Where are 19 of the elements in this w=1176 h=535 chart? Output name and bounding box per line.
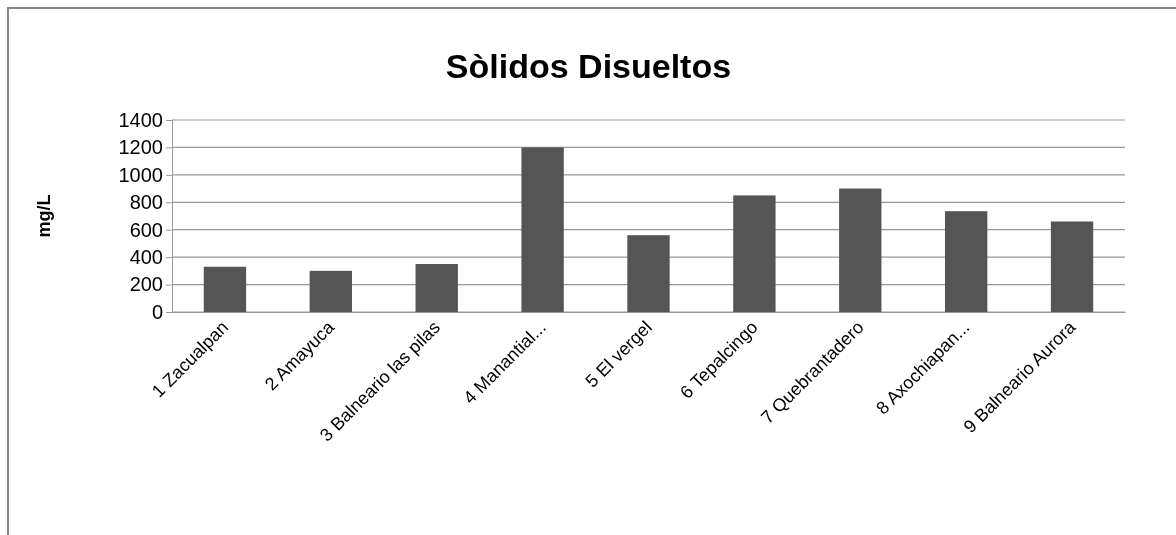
bar: [203, 266, 247, 312]
bar: [733, 195, 776, 312]
y-axis-title: mg/L: [34, 194, 54, 238]
y-tick-label: 800: [129, 191, 163, 214]
y-tick-label: 200: [129, 273, 163, 296]
y-tick-label: 1200: [118, 136, 163, 159]
bar: [839, 188, 882, 312]
bar: [521, 147, 564, 312]
bar: [944, 211, 988, 312]
bar: [415, 264, 458, 312]
y-tick-label: 1400: [118, 108, 163, 131]
bar: [627, 235, 670, 312]
y-tick-label: 600: [129, 218, 163, 241]
y-tick-label: 0: [151, 300, 163, 323]
bar: [1050, 221, 1094, 312]
chart-title: Sòlidos Disueltos: [445, 47, 732, 85]
y-tick-label: 400: [129, 246, 163, 269]
bar: [309, 270, 353, 312]
y-tick-label: 1000: [118, 163, 163, 186]
